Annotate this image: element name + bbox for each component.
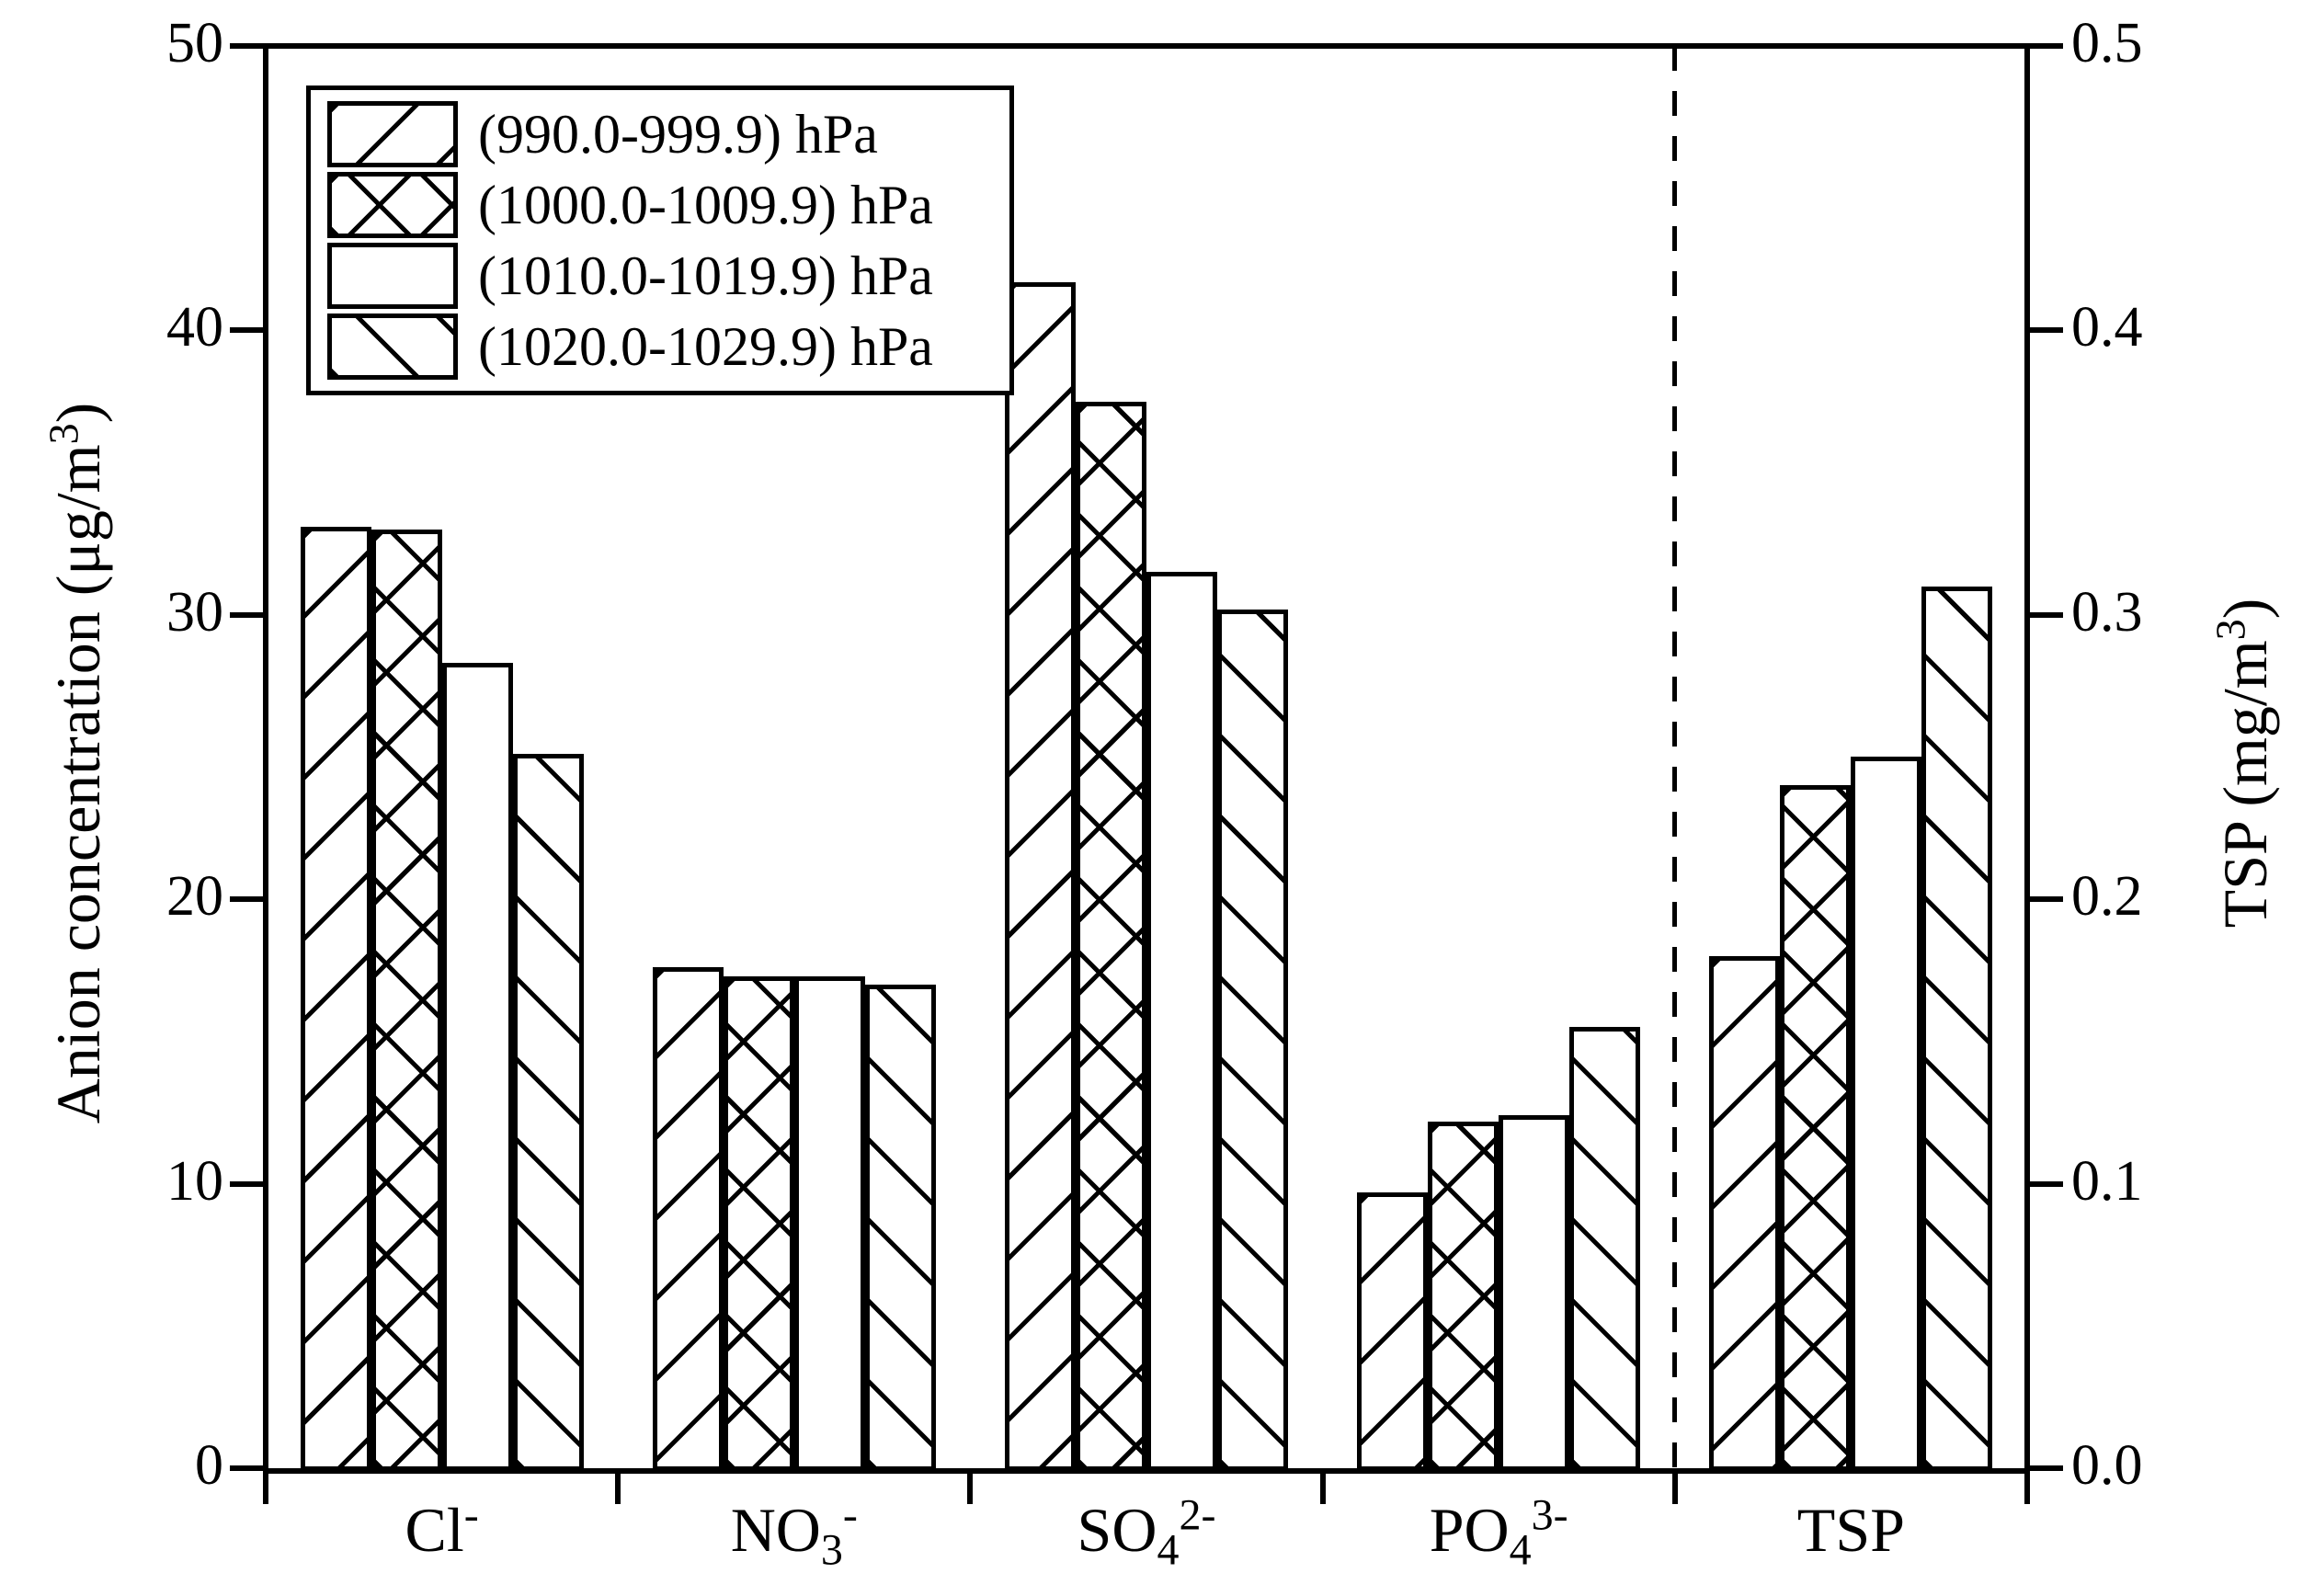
bar-NO3--series1 bbox=[724, 976, 794, 1471]
right-axis-tick bbox=[2030, 43, 2063, 49]
x-axis-tick bbox=[615, 1471, 621, 1504]
right-axis-tick bbox=[2030, 612, 2063, 618]
left-axis-tick bbox=[230, 896, 263, 902]
right-tick-label: 0.0 bbox=[2071, 1434, 2143, 1497]
bar-PO43--series3 bbox=[1569, 1027, 1640, 1471]
right-tick-label: 0.3 bbox=[2071, 581, 2143, 644]
legend-row: (1000.0-1009.9) hPa bbox=[327, 172, 993, 239]
bar-SO42--series0 bbox=[1005, 282, 1076, 1471]
bar-Cl--series1 bbox=[371, 530, 442, 1471]
bar-Cl--series2 bbox=[442, 663, 513, 1471]
left-tick-label: 10 bbox=[166, 1150, 223, 1213]
left-axis-tick bbox=[230, 1465, 263, 1471]
x-axis-tick bbox=[967, 1471, 973, 1504]
legend-swatch-forward-diagonal-icon bbox=[327, 101, 458, 168]
bar-TSP-series3 bbox=[1921, 587, 1992, 1471]
left-tick-label: 40 bbox=[166, 296, 223, 359]
bar-TSP-series0 bbox=[1709, 956, 1780, 1471]
x-axis-tick bbox=[1320, 1471, 1326, 1504]
legend-label: (990.0-999.9) hPa bbox=[478, 104, 878, 165]
right-axis-tick bbox=[2030, 1465, 2063, 1471]
bar-SO42--series3 bbox=[1217, 610, 1288, 1471]
legend-label: (1000.0-1009.9) hPa bbox=[478, 175, 933, 236]
left-axis-tick bbox=[230, 43, 263, 49]
right-axis-tick bbox=[2030, 327, 2063, 333]
legend: (990.0-999.9) hPa (1000.0-1009.9) hPa (1… bbox=[306, 86, 1014, 395]
legend-swatch-blank-icon bbox=[327, 242, 458, 309]
bar-TSP-series2 bbox=[1851, 757, 1921, 1471]
bar-SO42--series1 bbox=[1076, 402, 1146, 1471]
left-tick-label: 0 bbox=[195, 1434, 223, 1497]
x-tick-label-Cl-: Cl- bbox=[405, 1490, 479, 1565]
legend-swatch-crosshatch-icon bbox=[327, 172, 458, 239]
legend-row: (990.0-999.9) hPa bbox=[327, 101, 993, 168]
right-tick-label: 0.4 bbox=[2071, 296, 2143, 359]
x-tick-label-SO42-: SO42- bbox=[1077, 1490, 1216, 1575]
x-axis-tick bbox=[263, 1471, 268, 1504]
x-axis-tick bbox=[1672, 1471, 1678, 1504]
left-axis-tick bbox=[230, 612, 263, 618]
legend-label: (1010.0-1019.9) hPa bbox=[478, 245, 933, 306]
bar-TSP-series1 bbox=[1780, 785, 1851, 1471]
bar-PO43--series0 bbox=[1357, 1192, 1428, 1471]
right-axis-title: TSP (mg/m3) bbox=[2206, 598, 2280, 929]
left-tick-label: 50 bbox=[166, 12, 223, 74]
right-tick-label: 0.5 bbox=[2071, 12, 2143, 74]
right-tick-label: 0.1 bbox=[2071, 1150, 2143, 1213]
bar-PO43--series2 bbox=[1499, 1115, 1569, 1471]
dashed-divider bbox=[1672, 46, 1677, 1468]
bar-NO3--series3 bbox=[865, 985, 936, 1471]
legend-row: (1020.0-1029.9) hPa bbox=[327, 313, 993, 380]
legend-label: (1020.0-1029.9) hPa bbox=[478, 315, 933, 377]
x-axis-tick bbox=[2024, 1471, 2030, 1504]
left-axis-tick bbox=[230, 327, 263, 333]
bar-SO42--series2 bbox=[1146, 572, 1217, 1471]
left-axis-tick bbox=[230, 1181, 263, 1187]
left-tick-label: 30 bbox=[166, 581, 223, 644]
right-axis-tick bbox=[2030, 896, 2063, 902]
plot-border bbox=[263, 43, 2030, 1474]
legend-row: (1010.0-1019.9) hPa bbox=[327, 242, 993, 309]
x-tick-label-NO3-: NO3- bbox=[730, 1490, 858, 1575]
legend-swatch-backward-diagonal-icon bbox=[327, 313, 458, 380]
bar-NO3--series0 bbox=[653, 967, 724, 1471]
bar-Cl--series3 bbox=[513, 754, 584, 1471]
bar-PO43--series1 bbox=[1428, 1122, 1499, 1471]
x-tick-label-TSP: TSP bbox=[1796, 1495, 1905, 1565]
bar-Cl--series0 bbox=[301, 527, 371, 1471]
x-tick-label-PO43-: PO43- bbox=[1429, 1490, 1568, 1575]
right-axis-tick bbox=[2030, 1181, 2063, 1187]
bar-NO3--series2 bbox=[794, 976, 865, 1471]
right-tick-label: 0.2 bbox=[2071, 865, 2143, 928]
left-tick-label: 20 bbox=[166, 865, 223, 928]
left-axis-title: Anion concentration (μg/m3) bbox=[40, 402, 113, 1124]
